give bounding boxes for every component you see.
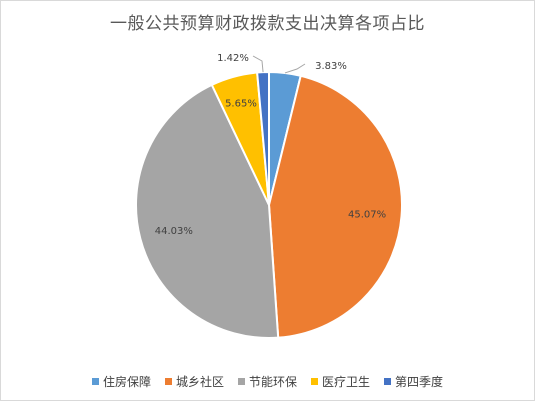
- data-label-1: 3.83%: [315, 61, 347, 72]
- legend-item-1: 住房保障: [91, 373, 151, 390]
- legend-label-1: 住房保障: [102, 375, 151, 389]
- data-label-3: 44.03%: [155, 226, 193, 237]
- legend-item-4: 医疗卫生: [311, 373, 370, 390]
- legend-label-3: 节能环保: [248, 375, 297, 389]
- legend-item-5: 第四季度: [384, 373, 443, 390]
- pie-slice-2: [267, 74, 403, 339]
- legend-label-2: 城乡社区: [175, 375, 224, 389]
- leader-line-5: [252, 55, 264, 73]
- legend-swatch-3: [237, 378, 245, 385]
- leader-line-1: [284, 63, 306, 74]
- legend-swatch-1: [91, 378, 99, 385]
- legend-swatch-2: [164, 378, 172, 385]
- legend-item-3: 节能环保: [237, 373, 297, 390]
- pie-slice-3: [135, 83, 280, 339]
- legend-swatch-5: [384, 378, 392, 385]
- data-label-2: 45.07%: [348, 209, 386, 220]
- chart-title: 一般公共预算财政拨款支出决算各项占比: [110, 14, 425, 34]
- data-label-4: 5.65%: [225, 98, 257, 109]
- chart-legend: 住房保障 城乡社区 节能环保 医疗卫生 第四季度: [1, 373, 534, 390]
- legend-item-2: 城乡社区: [164, 373, 224, 390]
- legend-label-5: 第四季度: [395, 375, 444, 389]
- data-label-5: 1.42%: [217, 53, 249, 64]
- legend-label-4: 医疗卫生: [322, 375, 371, 389]
- legend-swatch-4: [311, 378, 318, 385]
